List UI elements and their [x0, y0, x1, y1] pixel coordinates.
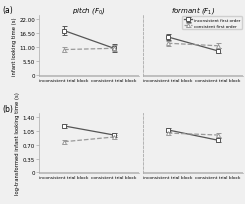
Title: pitch ($F_0$): pitch ($F_0$) — [72, 5, 106, 16]
Text: (a): (a) — [2, 6, 13, 15]
Text: (b): (b) — [2, 104, 13, 113]
Y-axis label: log-transformed infant looking time (s): log-transformed infant looking time (s) — [15, 92, 20, 194]
Title: formant ($F_1$): formant ($F_1$) — [171, 5, 215, 16]
Legend: inconsistent first order, consistent first order: inconsistent first order, consistent fir… — [182, 17, 242, 30]
Y-axis label: infant looking time (s): infant looking time (s) — [12, 17, 16, 76]
